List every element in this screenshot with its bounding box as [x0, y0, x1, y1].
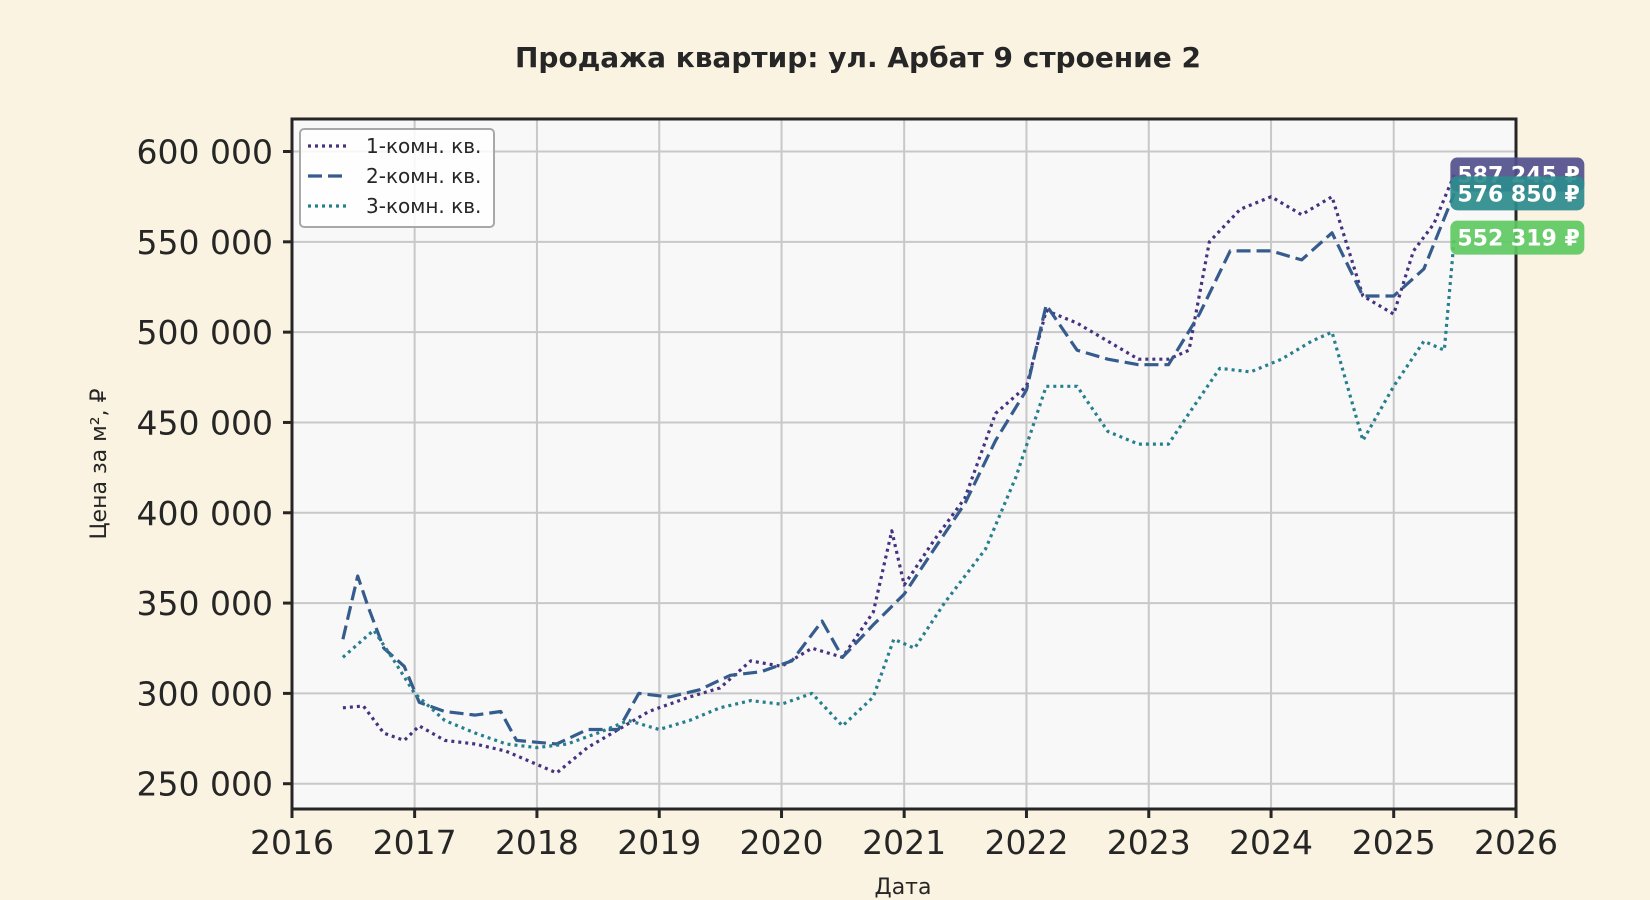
chart-title: Продажа квартир: ул. Арбат 9 строение 2	[515, 41, 1201, 74]
x-tick-label: 2022	[984, 823, 1068, 862]
x-tick-label: 2017	[373, 823, 457, 862]
y-tick-label: 500 000	[137, 313, 273, 352]
legend-label: 3-комн. кв.	[366, 194, 481, 218]
x-tick-label: 2025	[1352, 823, 1436, 862]
x-tick-label: 2020	[740, 823, 824, 862]
legend-box	[299, 128, 495, 228]
series-layer	[341, 173, 1456, 775]
y-tick-label: 300 000	[137, 674, 273, 713]
series-line-1	[342, 173, 1456, 775]
y-tick-label: 450 000	[137, 403, 273, 442]
x-tick-label: 2016	[250, 823, 334, 862]
y-tick-label: 350 000	[137, 584, 273, 623]
value-badge-label: 552 319 ₽	[1457, 227, 1579, 252]
value-badge-label: 576 850 ₽	[1457, 182, 1579, 207]
x-tick-label: 2021	[862, 823, 946, 862]
x-tick-label: 2026	[1474, 823, 1558, 862]
y-tick-label: 550 000	[137, 223, 273, 262]
legend: 1-комн. кв. 2-комн. кв. 3-комн. кв.	[299, 128, 495, 228]
x-tick-label: 2023	[1107, 823, 1191, 862]
series-line-3	[341, 237, 1456, 750]
value-badge	[1450, 176, 1585, 211]
legend-label: 1-комн. кв.	[366, 134, 481, 158]
series-line-2	[341, 192, 1456, 746]
axis-ticks: 2016 2017 2018 2019 2020 2021 2022 2023 2024 2025…	[137, 133, 1558, 862]
x-axis-label: Дата	[875, 875, 932, 900]
last-value-badges: 587 245 ₽576 850 ₽552 319 ₽	[1450, 157, 1585, 255]
y-axis-label: Цена за м², ₽	[87, 388, 112, 539]
y-tick-label: 600 000	[137, 133, 273, 172]
x-tick-label: 2024	[1229, 823, 1313, 862]
value-badge	[1450, 220, 1585, 255]
y-tick-label: 400 000	[137, 494, 273, 533]
x-tick-label: 2018	[495, 823, 579, 862]
y-tick-label: 250 000	[137, 765, 273, 804]
x-tick-label: 2019	[617, 823, 701, 862]
legend-label: 2-комн. кв.	[366, 164, 481, 188]
